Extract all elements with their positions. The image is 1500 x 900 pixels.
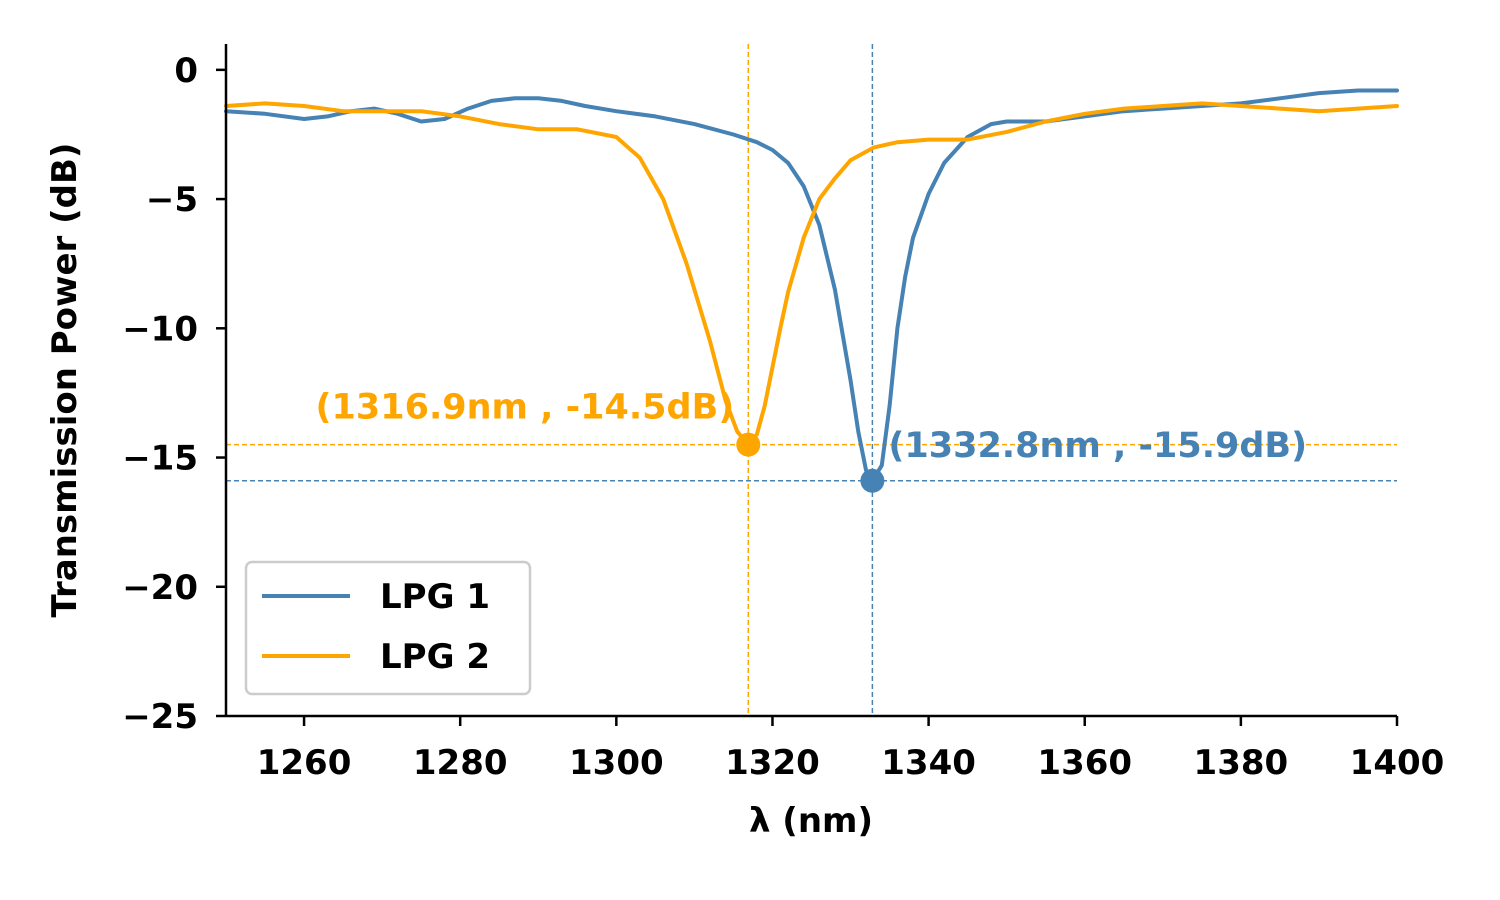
series-lines: [224, 88, 1399, 483]
minimum-point-1: [736, 432, 761, 457]
x-axis-label: λ (nm): [749, 801, 873, 841]
y-tick-label: −20: [122, 568, 198, 608]
x-tick-label: 1280: [413, 743, 508, 783]
guide-lines: [226, 44, 1397, 716]
x-tick-label: 1300: [569, 743, 664, 783]
axes: [224, 44, 1397, 718]
series-line-lpg2: [224, 101, 1399, 447]
y-tick-label: 0: [174, 51, 198, 91]
x-ticks: 1260 1280 1300 1320 1340 1360 1380 1400: [257, 716, 1445, 783]
minimum-markers: [736, 432, 885, 493]
x-tick-label: 1320: [725, 743, 820, 783]
y-tick-label: −25: [122, 697, 198, 737]
y-tick-label: −5: [146, 180, 198, 220]
x-tick-label: 1260: [257, 743, 352, 783]
annotations: (1316.9nm , -14.5dB) (1332.8nm , -15.9dB): [316, 388, 1308, 466]
y-ticks: 0 −5 −10 −15 −20 −25: [122, 51, 226, 737]
x-tick-label: 1400: [1350, 743, 1445, 783]
x-tick-label: 1360: [1037, 743, 1132, 783]
series-line-lpg1: [224, 88, 1399, 483]
x-tick-label: 1340: [881, 743, 976, 783]
legend-label-lpg2: LPG 2: [380, 637, 490, 677]
annotation-label-1: (1316.9nm , -14.5dB): [316, 388, 735, 428]
y-axis-label: Transmission Power (dB): [45, 143, 85, 618]
y-tick-label: −15: [122, 439, 198, 479]
x-tick-label: 1380: [1194, 743, 1289, 783]
legend-label-lpg1: LPG 1: [380, 577, 490, 617]
annotation-label-2: (1332.8nm , -15.9dB): [888, 426, 1307, 466]
y-tick-label: −10: [122, 309, 198, 349]
legend: LPG 1 LPG 2: [244, 560, 532, 696]
minimum-point-2: [860, 468, 885, 493]
